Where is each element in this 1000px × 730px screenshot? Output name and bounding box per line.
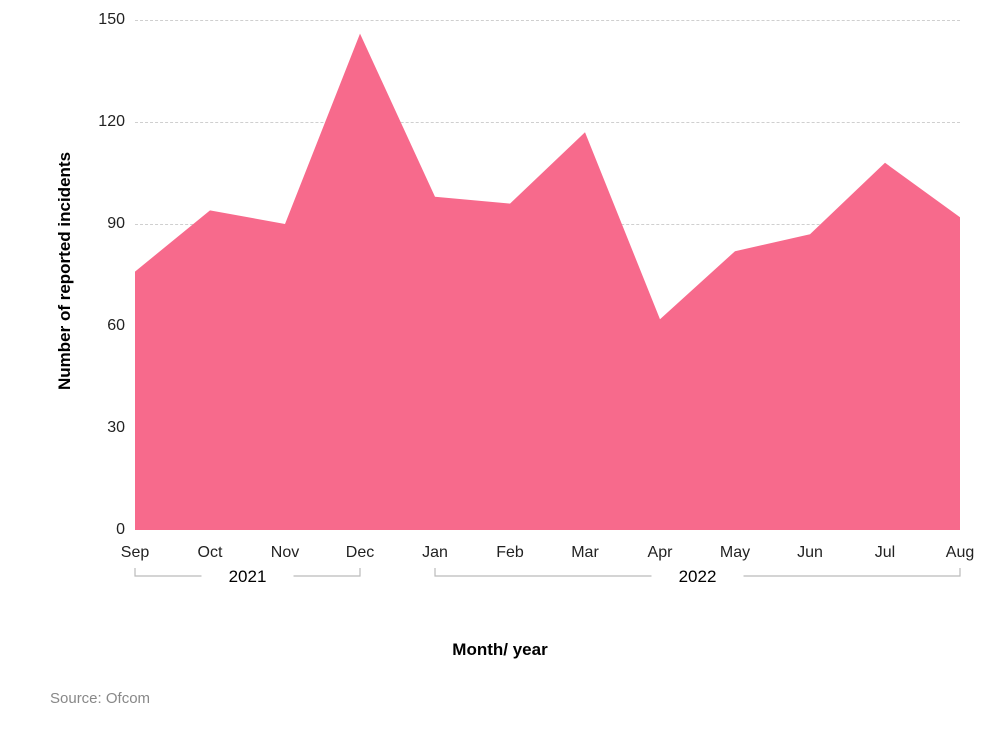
y-axis-label: Number of reported incidents [55, 152, 75, 390]
year-bracket [294, 568, 361, 576]
y-tick-label: 30 [85, 419, 125, 437]
x-tick-label: Nov [260, 544, 310, 562]
y-tick-label: 90 [85, 215, 125, 233]
x-tick-label: Mar [560, 544, 610, 562]
x-tick-label: Apr [635, 544, 685, 562]
y-tick-label: 0 [85, 521, 125, 539]
x-tick-label: Jan [410, 544, 460, 562]
year-bracket [135, 568, 202, 576]
x-axis-label: Month/ year [0, 640, 1000, 660]
x-tick-label: Dec [335, 544, 385, 562]
x-tick-label: Jul [860, 544, 910, 562]
y-tick-label: 60 [85, 317, 125, 335]
x-tick-label: May [710, 544, 760, 562]
year-bracket [435, 568, 652, 576]
y-tick-label: 120 [85, 113, 125, 131]
source-text: Source: Ofcom [50, 690, 150, 707]
x-tick-label: Feb [485, 544, 535, 562]
year-group-label: 2022 [668, 567, 728, 587]
year-group-label: 2021 [218, 567, 278, 587]
x-tick-label: Oct [185, 544, 235, 562]
x-tick-label: Aug [935, 544, 985, 562]
chart-svg [135, 20, 960, 610]
x-tick-label: Jun [785, 544, 835, 562]
plot-area [135, 20, 960, 530]
incidents-area-chart: Number of reported incidents Month/ year… [0, 0, 1000, 730]
area-series [135, 34, 960, 530]
year-bracket [744, 568, 961, 576]
x-tick-label: Sep [110, 544, 160, 562]
y-tick-label: 150 [85, 11, 125, 29]
